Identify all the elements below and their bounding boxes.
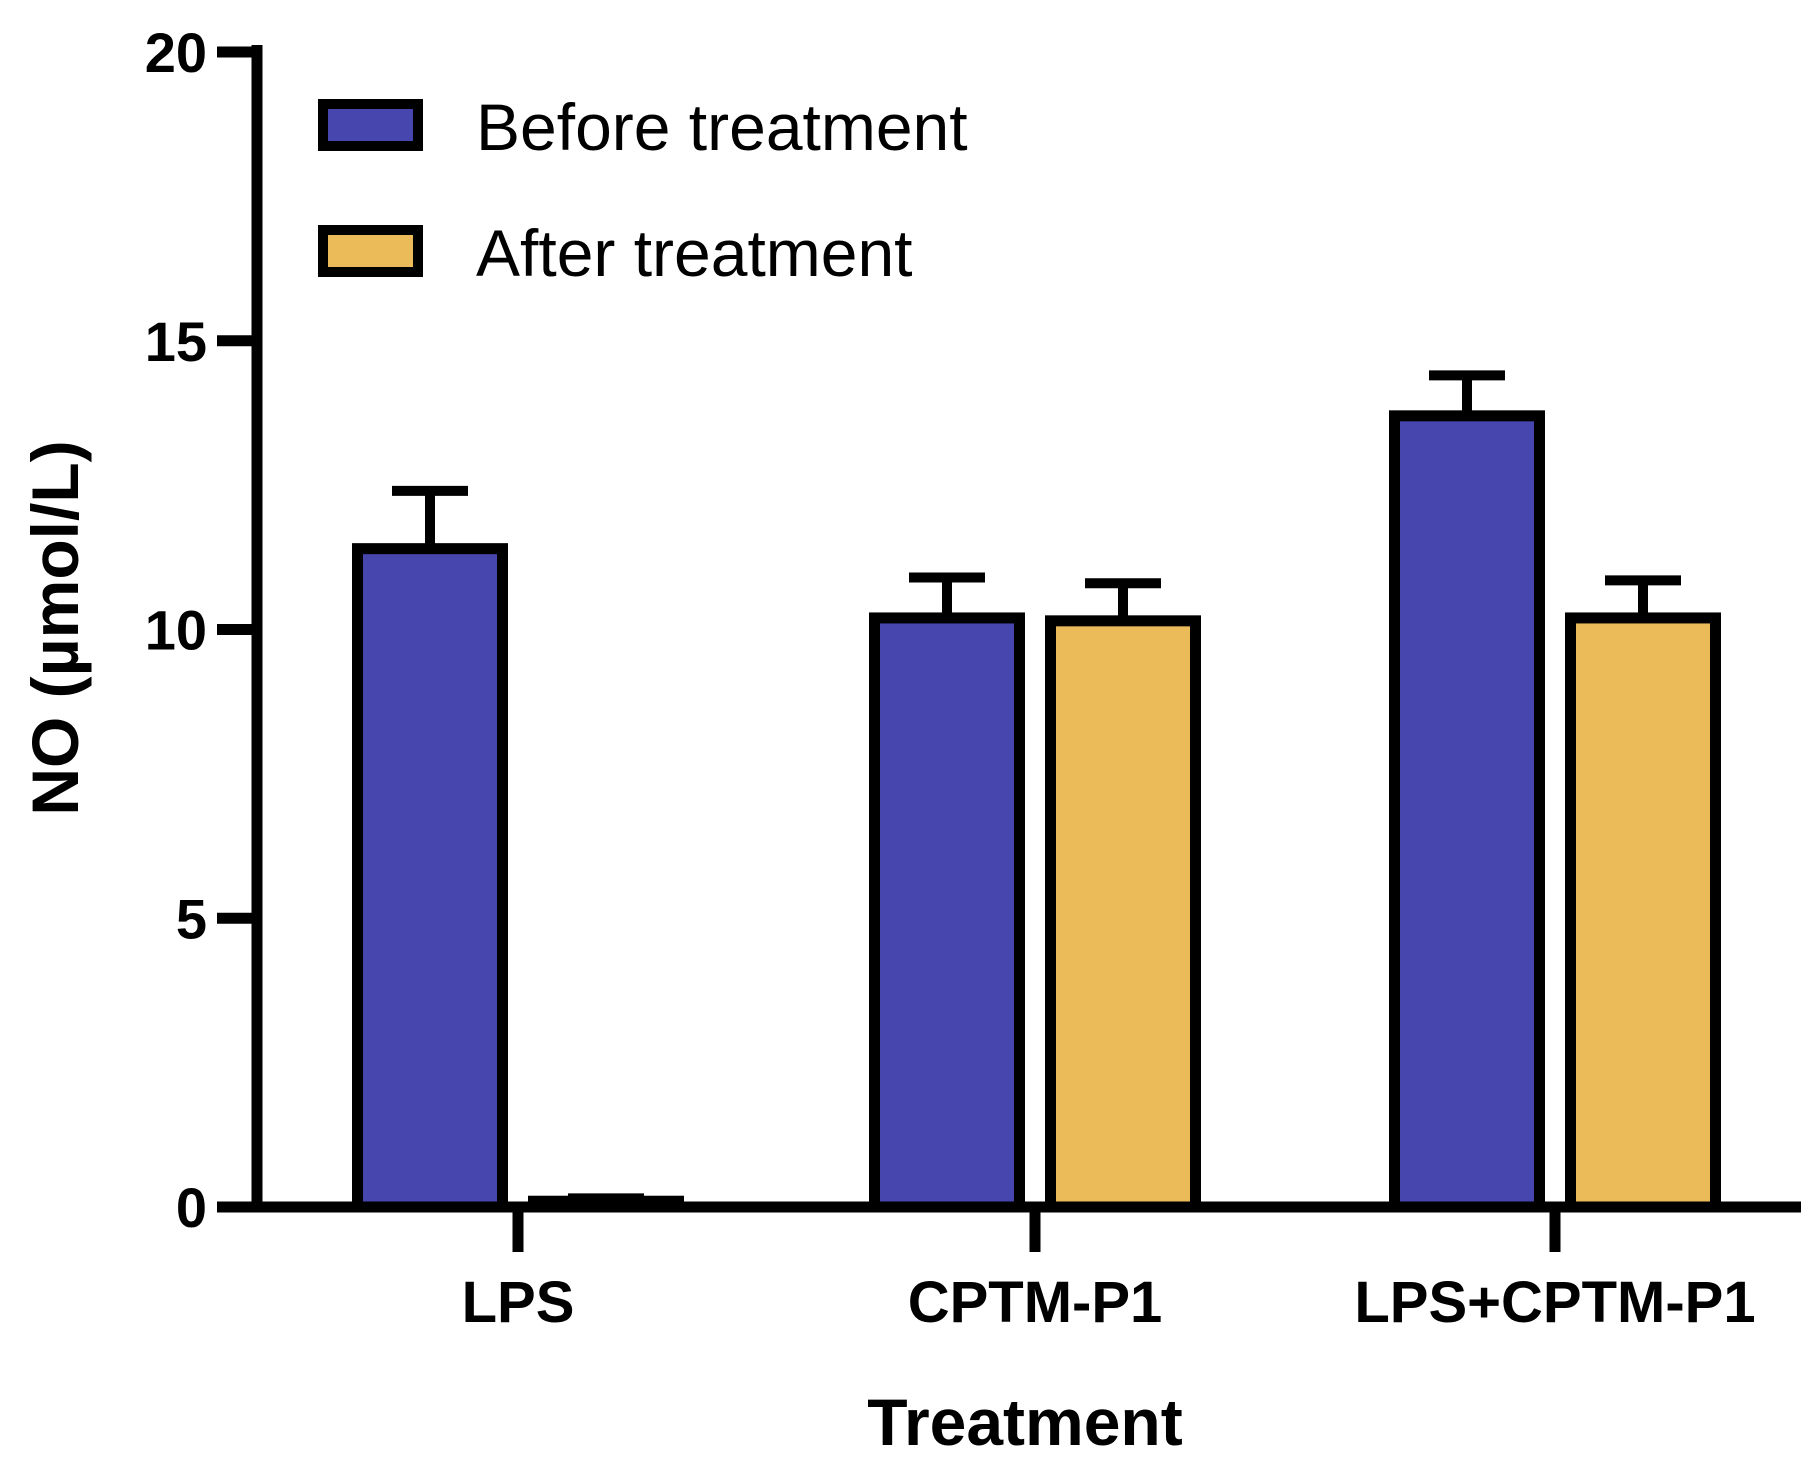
legend-label-after: After treatment xyxy=(476,216,913,290)
bar xyxy=(1045,615,1201,1213)
y-tick-label: 10 xyxy=(145,599,207,662)
legend-label-before: Before treatment xyxy=(476,90,968,164)
legend-swatch-before xyxy=(318,99,423,151)
x-category-label: CPTM-P1 xyxy=(908,1270,1163,1335)
x-category-label: LPS+CPTM-P1 xyxy=(1354,1270,1755,1335)
bar xyxy=(1565,612,1721,1213)
y-tick-label: 20 xyxy=(145,21,207,84)
y-tick-label: 5 xyxy=(176,887,207,950)
bars xyxy=(352,370,1721,1213)
x-axis-categories: LPS CPTM-P1 LPS+CPTM-P1 xyxy=(462,1207,1756,1335)
bar xyxy=(352,543,508,1213)
legend: Before treatment After treatment xyxy=(318,90,968,290)
bar xyxy=(1389,410,1545,1213)
x-category-label: LPS xyxy=(462,1270,575,1335)
y-axis-ticks: 0 5 10 15 20 xyxy=(145,21,257,1239)
x-axis-title: Treatment xyxy=(867,1385,1182,1459)
y-tick-label: 0 xyxy=(176,1176,207,1239)
y-axis-title: NO (µmol/L) xyxy=(18,440,92,815)
bar xyxy=(869,612,1025,1213)
y-tick-label: 15 xyxy=(145,310,207,373)
legend-swatch-after xyxy=(318,225,423,277)
